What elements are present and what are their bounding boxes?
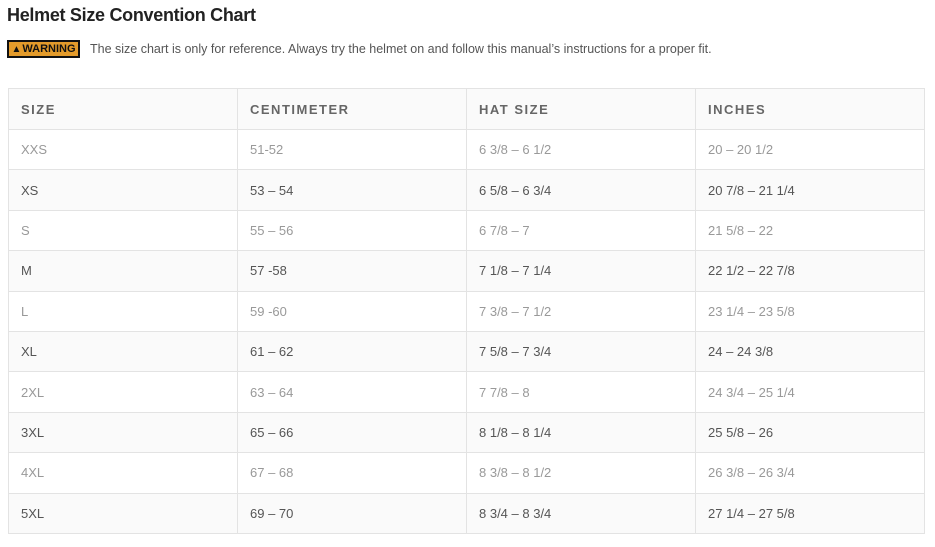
cell-hat-size: 8 3/8 – 8 1/2 xyxy=(466,452,696,494)
header-size: SIZE xyxy=(8,88,238,130)
table-header-row: SIZE CENTIMETER HAT SIZE INCHES xyxy=(8,88,925,130)
cell-size: S xyxy=(8,209,238,252)
cell-size: XL xyxy=(8,330,238,373)
cell-inches: 20 7/8 – 21 1/4 xyxy=(695,169,925,211)
cell-centimeter: 59 -60 xyxy=(237,290,467,332)
cell-size: XXS xyxy=(8,128,238,171)
cell-centimeter: 65 – 66 xyxy=(237,411,467,454)
cell-hat-size: 7 1/8 – 7 1/4 xyxy=(466,250,696,292)
table-row: 2XL 63 – 64 7 7/8 – 8 24 3/4 – 25 1/4 xyxy=(8,371,925,413)
cell-inches: 23 1/4 – 23 5/8 xyxy=(695,290,925,332)
cell-size: XS xyxy=(8,169,238,211)
warning-triangle-icon: ▲ xyxy=(11,43,22,55)
warning-text: The size chart is only for reference. Al… xyxy=(90,42,712,56)
table-row: XS 53 – 54 6 5/8 – 6 3/4 20 7/8 – 21 1/4 xyxy=(8,169,925,211)
table-row: 3XL 65 – 66 8 1/8 – 8 1/4 25 5/8 – 26 xyxy=(8,411,925,454)
cell-inches: 20 – 20 1/2 xyxy=(695,128,925,171)
cell-hat-size: 7 5/8 – 7 3/4 xyxy=(466,330,696,373)
cell-centimeter: 63 – 64 xyxy=(237,371,467,413)
header-hat-size: HAT SIZE xyxy=(466,88,696,130)
cell-inches: 27 1/4 – 27 5/8 xyxy=(695,492,925,534)
header-inches: INCHES xyxy=(695,88,925,130)
cell-size: 5XL xyxy=(8,492,238,534)
cell-inches: 25 5/8 – 26 xyxy=(695,411,925,454)
table-row: M 57 -58 7 1/8 – 7 1/4 22 1/2 – 22 7/8 xyxy=(8,250,925,292)
cell-size: L xyxy=(8,290,238,332)
cell-size: 2XL xyxy=(8,371,238,413)
header-centimeter: CENTIMETER xyxy=(237,88,467,130)
table-row: XL 61 – 62 7 5/8 – 7 3/4 24 – 24 3/8 xyxy=(8,330,925,373)
table-row: XXS 51-52 6 3/8 – 6 1/2 20 – 20 1/2 xyxy=(8,128,925,171)
page-title: Helmet Size Convention Chart xyxy=(7,5,256,25)
cell-hat-size: 8 3/4 – 8 3/4 xyxy=(466,492,696,534)
cell-centimeter: 57 -58 xyxy=(237,250,467,292)
cell-hat-size: 6 3/8 – 6 1/2 xyxy=(466,128,696,171)
warning-badge: ▲ WARNING xyxy=(7,40,80,58)
cell-inches: 24 – 24 3/8 xyxy=(695,330,925,373)
cell-inches: 21 5/8 – 22 xyxy=(695,209,925,252)
cell-inches: 26 3/8 – 26 3/4 xyxy=(695,452,925,494)
cell-inches: 24 3/4 – 25 1/4 xyxy=(695,371,925,413)
cell-hat-size: 7 3/8 – 7 1/2 xyxy=(466,290,696,332)
cell-centimeter: 69 – 70 xyxy=(237,492,467,534)
cell-size: M xyxy=(8,250,238,292)
cell-hat-size: 6 5/8 – 6 3/4 xyxy=(466,169,696,211)
table-row: L 59 -60 7 3/8 – 7 1/2 23 1/4 – 23 5/8 xyxy=(8,290,925,332)
cell-centimeter: 53 – 54 xyxy=(237,169,467,211)
cell-hat-size: 6 7/8 – 7 xyxy=(466,209,696,252)
cell-size: 4XL xyxy=(8,452,238,494)
cell-hat-size: 8 1/8 – 8 1/4 xyxy=(466,411,696,454)
cell-centimeter: 51-52 xyxy=(237,128,467,171)
size-chart-table: SIZE CENTIMETER HAT SIZE INCHES XXS 51-52… xyxy=(8,88,925,534)
warning-badge-label: WARNING xyxy=(22,43,76,55)
cell-centimeter: 55 – 56 xyxy=(237,209,467,252)
table-row: S 55 – 56 6 7/8 – 7 21 5/8 – 22 xyxy=(8,209,925,252)
cell-inches: 22 1/2 – 22 7/8 xyxy=(695,250,925,292)
cell-centimeter: 67 – 68 xyxy=(237,452,467,494)
table-row: 5XL 69 – 70 8 3/4 – 8 3/4 27 1/4 – 27 5/8 xyxy=(8,492,925,534)
warning-notice: ▲ WARNING The size chart is only for ref… xyxy=(7,40,712,58)
cell-centimeter: 61 – 62 xyxy=(237,330,467,373)
cell-hat-size: 7 7/8 – 8 xyxy=(466,371,696,413)
cell-size: 3XL xyxy=(8,411,238,454)
table-row: 4XL 67 – 68 8 3/8 – 8 1/2 26 3/8 – 26 3/4 xyxy=(8,452,925,494)
